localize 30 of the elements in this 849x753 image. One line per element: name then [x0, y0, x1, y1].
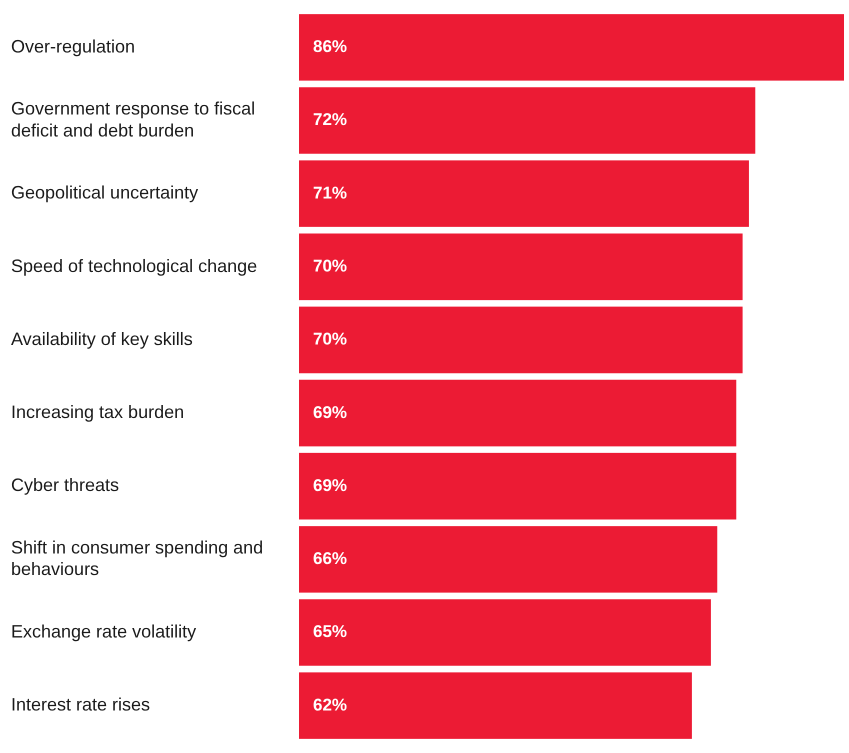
data-label: 72% [313, 110, 348, 130]
y-tick-label: Cyber threats [11, 475, 120, 496]
bar [299, 234, 743, 300]
bar [299, 306, 743, 374]
data-label: 71% [313, 183, 348, 202]
y-tick-label: Interest rate rises [11, 694, 150, 715]
y-tick-label: Exchange rate volatility [11, 621, 196, 642]
data-label: 69% [313, 402, 348, 422]
bar [299, 14, 844, 81]
bar [299, 87, 756, 154]
y-tick-label: Speed of technological change [11, 256, 258, 276]
y-tick-label: Government response to fiscal deficit and debt burden [11, 98, 256, 140]
data-label: 70% [313, 330, 348, 349]
bar [299, 526, 718, 593]
y-tick-label: Shift in consumer spending and behaviours [11, 538, 264, 580]
bar [299, 160, 749, 227]
y-tick-label: Over-regulation [11, 36, 136, 56]
data-label: 70% [313, 256, 348, 276]
bar [299, 380, 736, 446]
data-label: 62% [313, 695, 348, 714]
data-label: 69% [313, 476, 348, 495]
bar [299, 452, 736, 520]
data-label: 66% [313, 549, 348, 568]
y-tick-label: Availability of key skills [11, 328, 193, 349]
data-label: 65% [313, 622, 348, 642]
bar [299, 672, 692, 739]
y-tick-label: Geopolitical uncertainty [11, 182, 198, 203]
bar [299, 599, 711, 666]
y-tick-label: Increasing tax burden [11, 402, 184, 422]
data-label: 86% [313, 37, 348, 56]
